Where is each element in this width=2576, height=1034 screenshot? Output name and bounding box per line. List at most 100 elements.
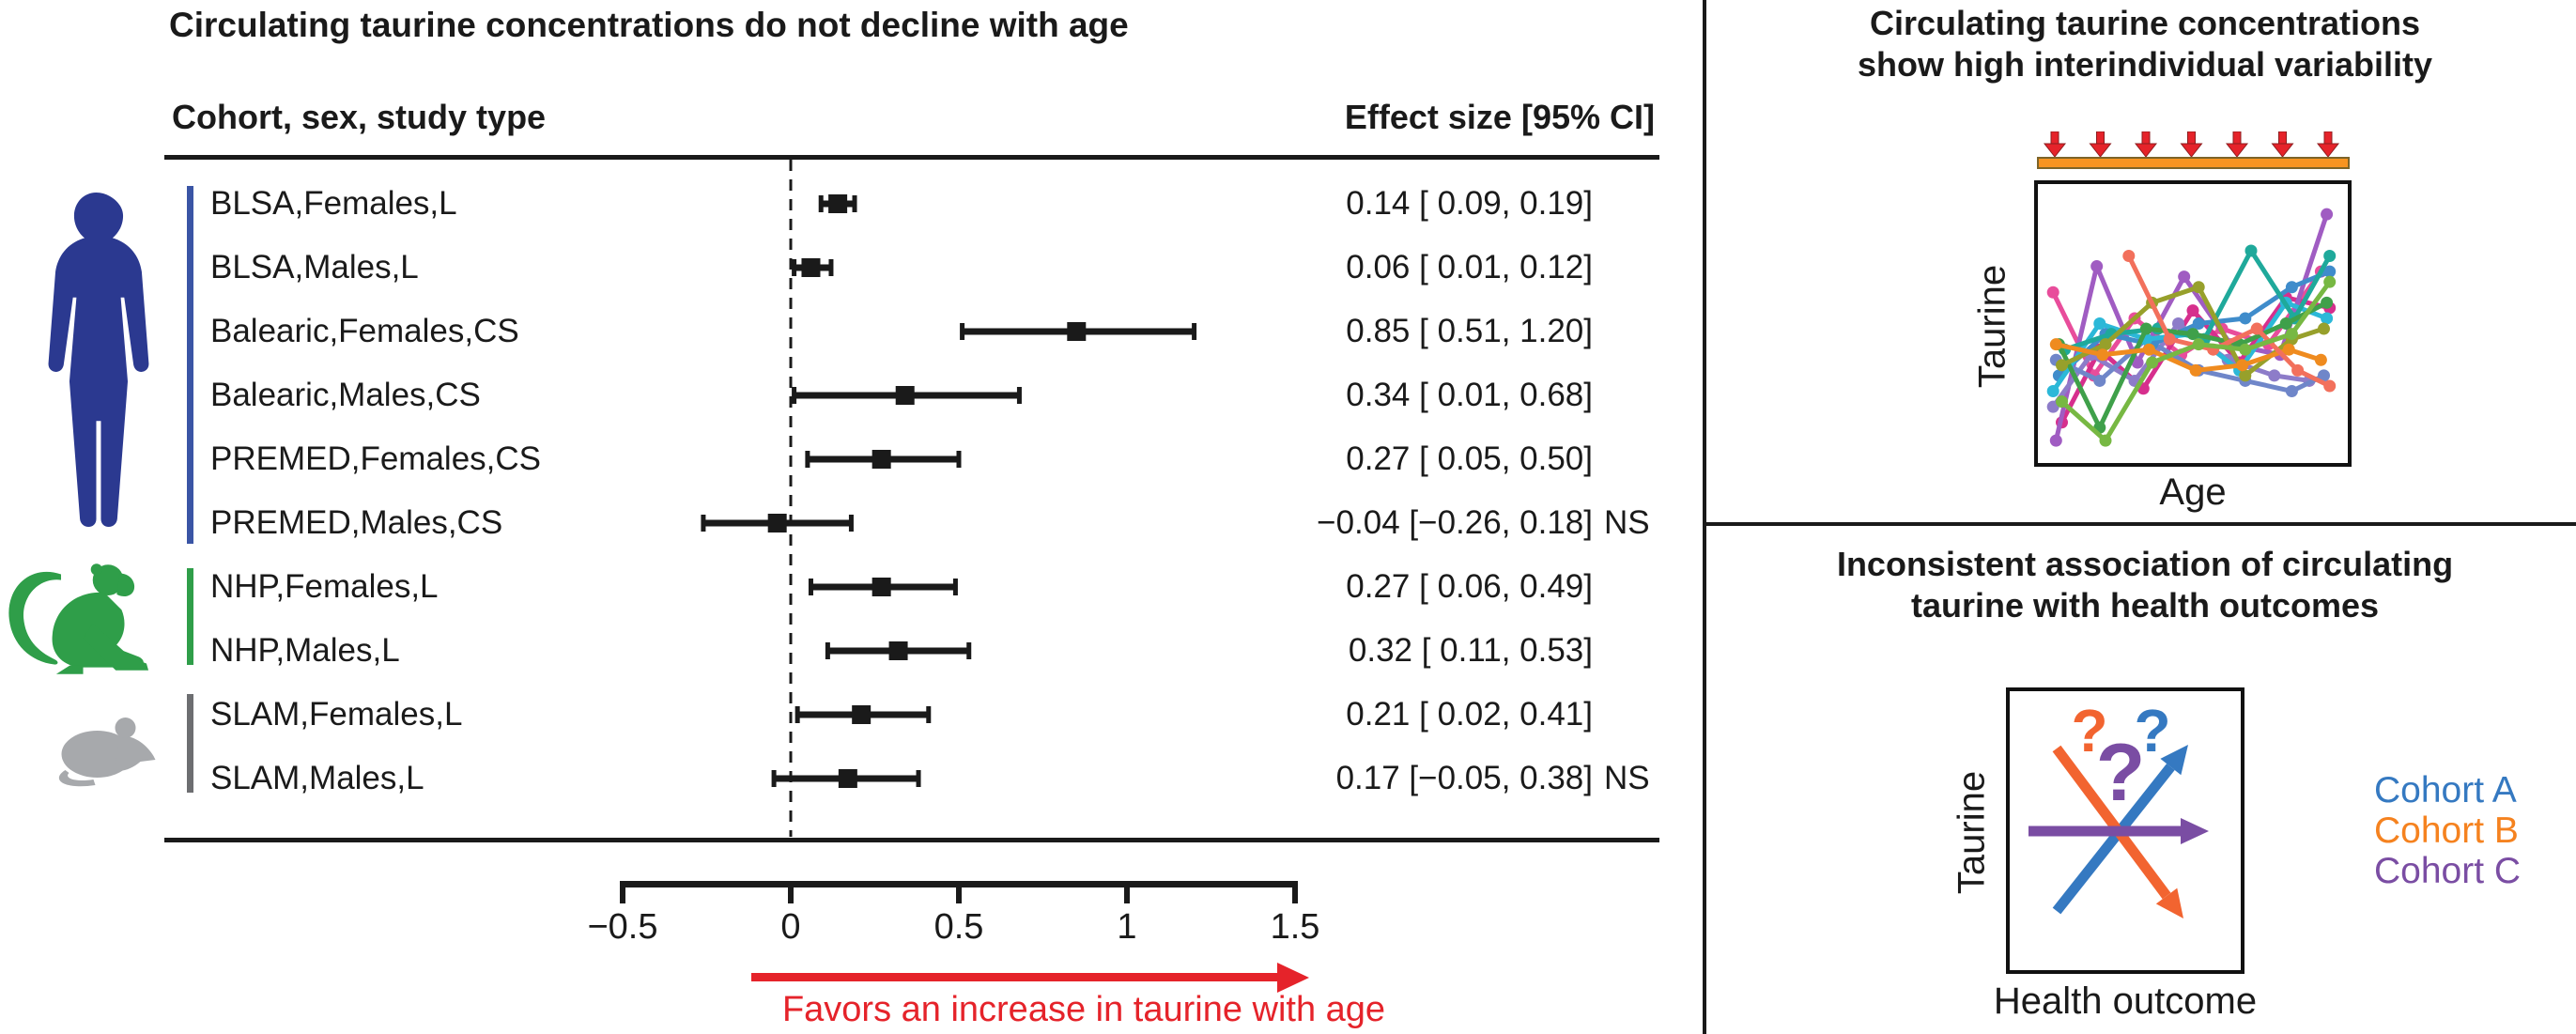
association-title-line1: Inconsistent association of circulating	[1836, 545, 2454, 583]
spaghetti-point	[2046, 385, 2059, 398]
cohort-a-arrow-shaft	[2052, 764, 2175, 915]
x-axis-tick	[788, 881, 794, 903]
spaghetti-point	[2279, 317, 2292, 330]
spaghetti-point	[2285, 385, 2298, 398]
cohort-c-arrow-head	[2181, 818, 2209, 844]
forest-effect-row: 0.14 [ 0.09, 0.19]	[1226, 181, 1672, 226]
effect-size-value: 0.34 [ 0.01, 0.68]	[1346, 377, 1593, 413]
ci-cap-left	[805, 451, 810, 468]
x-tick-label: 0.5	[933, 907, 984, 947]
variability-title-line1: Circulating taurine concentrations	[1869, 4, 2421, 42]
effect-marker	[872, 450, 891, 469]
x-axis-tick	[956, 881, 962, 903]
spaghetti-point	[2239, 312, 2252, 325]
forest-row-label: BLSA,Females,L	[210, 185, 457, 222]
taurine-supply-bar	[2037, 157, 2350, 169]
spaghetti-point	[2244, 244, 2258, 257]
group-bar-mouse-SLAM	[187, 694, 193, 793]
x-axis-tick	[620, 881, 625, 903]
forest-effect-row: 0.27 [ 0.06, 0.49]	[1226, 564, 1672, 610]
effect-size-value: 0.14 [ 0.09, 0.19]	[1346, 185, 1593, 222]
cohort-b-arrow-head	[2155, 887, 2183, 918]
effect-size-value: −0.04 [−0.26, 0.18]	[1317, 504, 1593, 541]
favors-arrow-shaft	[751, 973, 1277, 981]
favors-arrow-head	[1277, 963, 1309, 993]
spaghetti-point	[2143, 343, 2155, 356]
legend-cohort-b: Cohort B	[2374, 810, 2519, 851]
ci-cap-right	[926, 706, 932, 723]
effect-marker	[838, 769, 857, 788]
spaghetti-point	[2285, 328, 2298, 341]
variability-ylabel: Taurine	[1971, 264, 2013, 389]
ns-flag	[1593, 628, 1672, 673]
forest-row-label: NHP,Females,L	[210, 568, 439, 605]
ci-cap-left	[771, 770, 777, 787]
ci-cap-left	[701, 515, 706, 532]
down-arrow-shaft	[2278, 131, 2287, 146]
spaghetti-point	[2192, 338, 2205, 351]
footer-rule	[164, 838, 1659, 842]
spaghetti-point	[2189, 363, 2202, 377]
ci-cap-left	[960, 323, 965, 340]
forest-row-label: BLSA,Males,L	[210, 249, 419, 286]
spaghetti-point	[2093, 317, 2106, 330]
down-arrow-shaft	[2050, 131, 2059, 146]
ci-cap-left	[825, 642, 830, 659]
forest-row-label: Balearic,Females,CS	[210, 313, 519, 349]
spaghetti-point	[2192, 317, 2205, 330]
favors-caption: Favors an increase in taurine with age	[781, 990, 1386, 1029]
forest-row-label: NHP,Males,L	[210, 632, 400, 669]
spaghetti-point	[2323, 249, 2337, 262]
ci-cap-left	[818, 195, 824, 212]
variability-xlabel: Age	[2159, 471, 2227, 513]
forest-effect-row: −0.04 [−0.26, 0.18] NS	[1226, 501, 1672, 546]
forest-effect-row: 0.34 [ 0.01, 0.68]	[1226, 373, 1672, 418]
down-arrow-icon	[2043, 131, 2067, 158]
down-arrow-icon	[2225, 131, 2249, 158]
ns-flag: NS	[1604, 504, 1650, 541]
spaghetti-point	[2090, 260, 2104, 273]
question-mark: ?	[2134, 697, 2170, 764]
header-rule	[164, 155, 1659, 160]
effect-size-value: 0.27 [ 0.06, 0.49]	[1346, 568, 1593, 605]
forest-row-label: SLAM,Females,L	[210, 696, 463, 733]
question-mark: ?	[2096, 728, 2146, 818]
forest-effect-row: 0.06 [ 0.01, 0.12]	[1226, 245, 1672, 290]
spaghetti-point	[2178, 270, 2191, 284]
spaghetti-point	[2318, 369, 2330, 382]
cohort-a-arrow-head	[2160, 745, 2188, 776]
group-bar-human	[187, 186, 193, 544]
effect-size-value: 0.32 [ 0.11, 0.53]	[1348, 632, 1593, 669]
ci-cap-left	[808, 579, 813, 595]
down-arrow-icon	[2271, 131, 2294, 158]
x-axis-tick	[1124, 881, 1130, 903]
down-arrow-head	[2089, 143, 2112, 158]
effect-size-value: 0.21 [ 0.02, 0.41]	[1346, 696, 1593, 733]
down-arrow-shaft	[2232, 131, 2242, 146]
association-ylabel: Taurine	[1951, 770, 1993, 895]
x-tick-label: 1.5	[1270, 907, 1320, 947]
spaghetti-point	[2096, 348, 2109, 362]
spaghetti-lines	[2046, 208, 2337, 447]
ns-flag	[1593, 564, 1672, 610]
down-arrow-head	[2316, 143, 2340, 158]
spaghetti-point	[2268, 369, 2281, 382]
spaghetti-point	[2049, 338, 2062, 351]
variability-title-line2: show high interindividual variability	[1857, 45, 2433, 84]
ns-flag: NS	[1604, 760, 1650, 796]
spaghetti-point	[2056, 395, 2068, 409]
x-tick-label: −0.5	[587, 907, 658, 947]
down-arrow-head	[2134, 143, 2158, 158]
forest-col-header-right: Effect size [95% CI]	[1344, 98, 1655, 136]
down-arrow-icon	[2089, 131, 2112, 158]
spaghetti-point	[2186, 304, 2199, 317]
x-axis-tick	[1292, 881, 1298, 903]
taurine-supply-arrows	[2043, 131, 2340, 158]
effect-marker	[828, 194, 848, 213]
spaghetti-point	[2323, 379, 2337, 393]
ns-flag	[1593, 309, 1672, 354]
vertical-divider	[1703, 0, 1706, 1034]
spaghetti-point	[2122, 249, 2136, 262]
ci-cap-right	[952, 579, 958, 595]
forest-col-header-left: Cohort, sex, study type	[172, 98, 547, 136]
